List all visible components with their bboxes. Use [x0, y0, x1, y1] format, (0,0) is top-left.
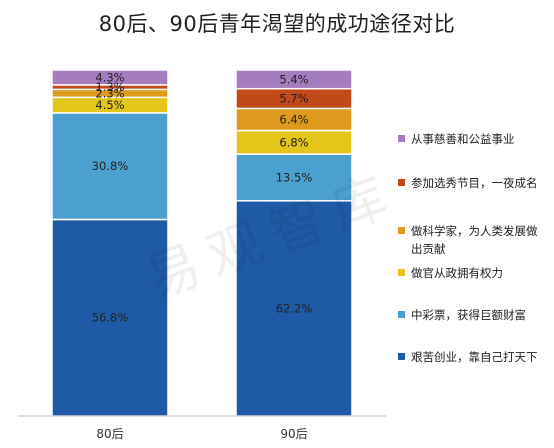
data-label: 30.8%	[92, 159, 129, 173]
data-label: 5.7%	[279, 92, 308, 106]
legend-label: 做官从政拥有权力	[411, 266, 503, 280]
data-label: 5.4%	[279, 72, 308, 86]
data-label: 1.3%	[95, 80, 124, 94]
legend-item: 从事慈善和公益事业	[398, 130, 548, 148]
data-label: 62.2%	[276, 301, 313, 315]
data-label: 4.3%	[95, 70, 124, 84]
legend-label: 做科学家，为人类发展做出贡献	[411, 224, 538, 256]
bar-segment	[51, 69, 169, 86]
legend-swatch	[398, 353, 405, 360]
legend-swatch	[398, 227, 405, 234]
x-tick-label: 90后	[280, 427, 307, 441]
data-label: 13.5%	[276, 170, 313, 184]
legend-swatch	[398, 135, 405, 142]
legend-label: 从事慈善和公益事业	[411, 132, 515, 146]
data-label: 2.3%	[95, 86, 124, 100]
x-tick-label: 80后	[96, 427, 123, 441]
bar-segment	[235, 153, 353, 202]
bar-segment	[235, 200, 353, 417]
data-label: 56.8%	[92, 311, 129, 325]
data-label: 6.4%	[279, 112, 308, 126]
chart-title: 80后、90后青年渴望的成功途径对比	[98, 12, 456, 36]
legend-item: 艰苦创业，靠自己打天下	[398, 348, 548, 366]
legend-item: 中彩票，获得巨额财富	[398, 306, 548, 324]
bar-segment	[235, 69, 353, 90]
legend-item: 做官从政拥有权力	[398, 264, 548, 282]
legend-label: 中彩票，获得巨额财富	[411, 308, 526, 322]
data-label: 4.5%	[95, 98, 124, 112]
legend-label: 参加选秀节目，一夜成名	[411, 176, 538, 190]
legend-item: 参加选秀节目，一夜成名	[398, 174, 548, 192]
legend-item: 做科学家，为人类发展做出贡献	[398, 222, 548, 258]
legend-swatch	[398, 269, 405, 276]
legend-swatch	[398, 179, 405, 186]
legend-swatch	[398, 311, 405, 318]
bar-segment	[51, 218, 169, 417]
legend-label: 艰苦创业，靠自己打天下	[411, 350, 538, 364]
data-label: 6.8%	[279, 135, 308, 149]
